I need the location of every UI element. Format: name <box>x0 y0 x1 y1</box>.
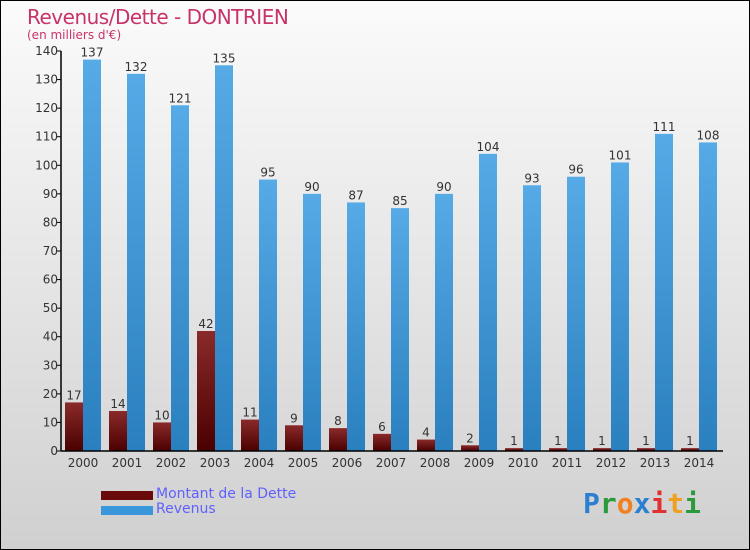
bar-dette <box>197 331 215 451</box>
y-tick-label: 70 <box>43 244 58 258</box>
bar-dette <box>417 439 435 451</box>
data-label-revenus: 111 <box>653 120 676 134</box>
bar-revenus <box>303 193 321 451</box>
bar-revenus <box>171 105 189 452</box>
legend-label-revenus: Revenus <box>156 501 216 517</box>
data-label-dette: 1 <box>598 434 606 448</box>
x-tick-label: 2012 <box>596 456 627 470</box>
y-tick-label: 80 <box>43 215 58 229</box>
legend-swatch-revenus <box>101 506 153 515</box>
data-label-dette: 14 <box>110 397 125 411</box>
bar-dette <box>329 428 347 451</box>
bar-revenus <box>391 208 409 451</box>
y-tick-label: 60 <box>43 273 58 287</box>
bar-dette <box>461 445 479 451</box>
data-label-dette: 8 <box>334 414 342 428</box>
data-label-revenus: 135 <box>213 51 236 65</box>
bar-dette <box>241 419 259 451</box>
chart-title: Revenus/Dette - DONTRIEN <box>27 5 289 29</box>
data-label-dette: 1 <box>642 434 650 448</box>
x-tick-label: 2004 <box>244 456 275 470</box>
data-label-revenus: 87 <box>348 188 363 202</box>
data-label-dette: 2 <box>466 431 474 445</box>
bar-revenus <box>347 202 365 451</box>
bar-dette <box>549 448 567 451</box>
data-label-revenus: 96 <box>568 163 583 177</box>
x-tick-label: 2014 <box>684 456 715 470</box>
bar-revenus <box>699 142 717 451</box>
bar-dette <box>65 402 83 451</box>
data-label-dette: 11 <box>242 406 257 420</box>
bar-revenus <box>523 185 541 452</box>
data-label-revenus: 90 <box>436 180 451 194</box>
data-label-revenus: 108 <box>697 128 720 142</box>
data-label-dette: 4 <box>422 426 430 440</box>
data-label-revenus: 132 <box>125 60 148 74</box>
x-tick-label: 2003 <box>200 456 231 470</box>
proxiti-logo: Proxiti <box>583 487 702 520</box>
bar-revenus <box>479 153 497 451</box>
x-tick-label: 2013 <box>640 456 671 470</box>
bar-dette <box>637 448 655 451</box>
x-tick-label: 2005 <box>288 456 319 470</box>
data-label-revenus: 101 <box>609 148 632 162</box>
bar-revenus <box>259 179 277 452</box>
y-tick-label: 130 <box>35 73 58 87</box>
data-label-revenus: 137 <box>81 46 104 60</box>
bar-dette <box>593 448 611 451</box>
y-tick-label: 30 <box>43 358 58 372</box>
y-tick-label: 120 <box>35 101 58 115</box>
x-tick-label: 2010 <box>508 456 539 470</box>
y-tick-label: 10 <box>43 415 58 429</box>
data-label-revenus: 93 <box>524 171 539 185</box>
y-tick-label: 20 <box>43 387 58 401</box>
bar-revenus <box>611 162 629 451</box>
x-tick-label: 2000 <box>68 456 99 470</box>
chart-subtitle: (en milliers d'€) <box>27 28 122 42</box>
x-tick-label: 2007 <box>376 456 407 470</box>
bar-revenus <box>655 133 673 451</box>
x-tick-label: 2008 <box>420 456 451 470</box>
y-tick-label: 40 <box>43 330 58 344</box>
x-tick-label: 2001 <box>112 456 143 470</box>
bar-dette <box>153 422 171 451</box>
y-tick-label: 0 <box>50 444 58 458</box>
y-tick-label: 100 <box>35 158 58 172</box>
bar-revenus <box>83 59 101 451</box>
x-tick-label: 2002 <box>156 456 187 470</box>
data-label-dette: 10 <box>154 408 169 422</box>
bar-dette <box>373 433 391 451</box>
bar-dette <box>681 448 699 451</box>
data-label-dette: 1 <box>554 434 562 448</box>
bar-revenus <box>567 176 585 451</box>
y-tick-label: 110 <box>35 130 58 144</box>
data-label-dette: 9 <box>290 411 298 425</box>
bar-revenus <box>435 193 453 451</box>
data-label-revenus: 90 <box>304 180 319 194</box>
legend-label-dette: Montant de la Dette <box>156 486 297 502</box>
y-tick-label: 140 <box>35 44 58 58</box>
bar-revenus <box>127 73 145 451</box>
x-tick-label: 2006 <box>332 456 363 470</box>
data-label-dette: 17 <box>66 388 81 402</box>
x-tick-label: 2009 <box>464 456 495 470</box>
bar-dette <box>109 411 127 451</box>
data-label-revenus: 121 <box>169 91 192 105</box>
bar-dette <box>505 448 523 451</box>
data-label-revenus: 85 <box>392 194 407 208</box>
data-label-revenus: 104 <box>477 140 500 154</box>
data-label-dette: 6 <box>378 420 386 434</box>
y-tick-label: 90 <box>43 187 58 201</box>
data-label-dette: 1 <box>510 434 518 448</box>
x-tick-label: 2011 <box>552 456 583 470</box>
legend-swatch-dette <box>101 491 153 500</box>
bar-revenus <box>215 65 233 452</box>
bar-dette <box>285 425 303 451</box>
data-label-dette: 42 <box>198 317 213 331</box>
data-label-dette: 1 <box>686 434 694 448</box>
data-label-revenus: 95 <box>260 166 275 180</box>
y-tick-label: 50 <box>43 301 58 315</box>
